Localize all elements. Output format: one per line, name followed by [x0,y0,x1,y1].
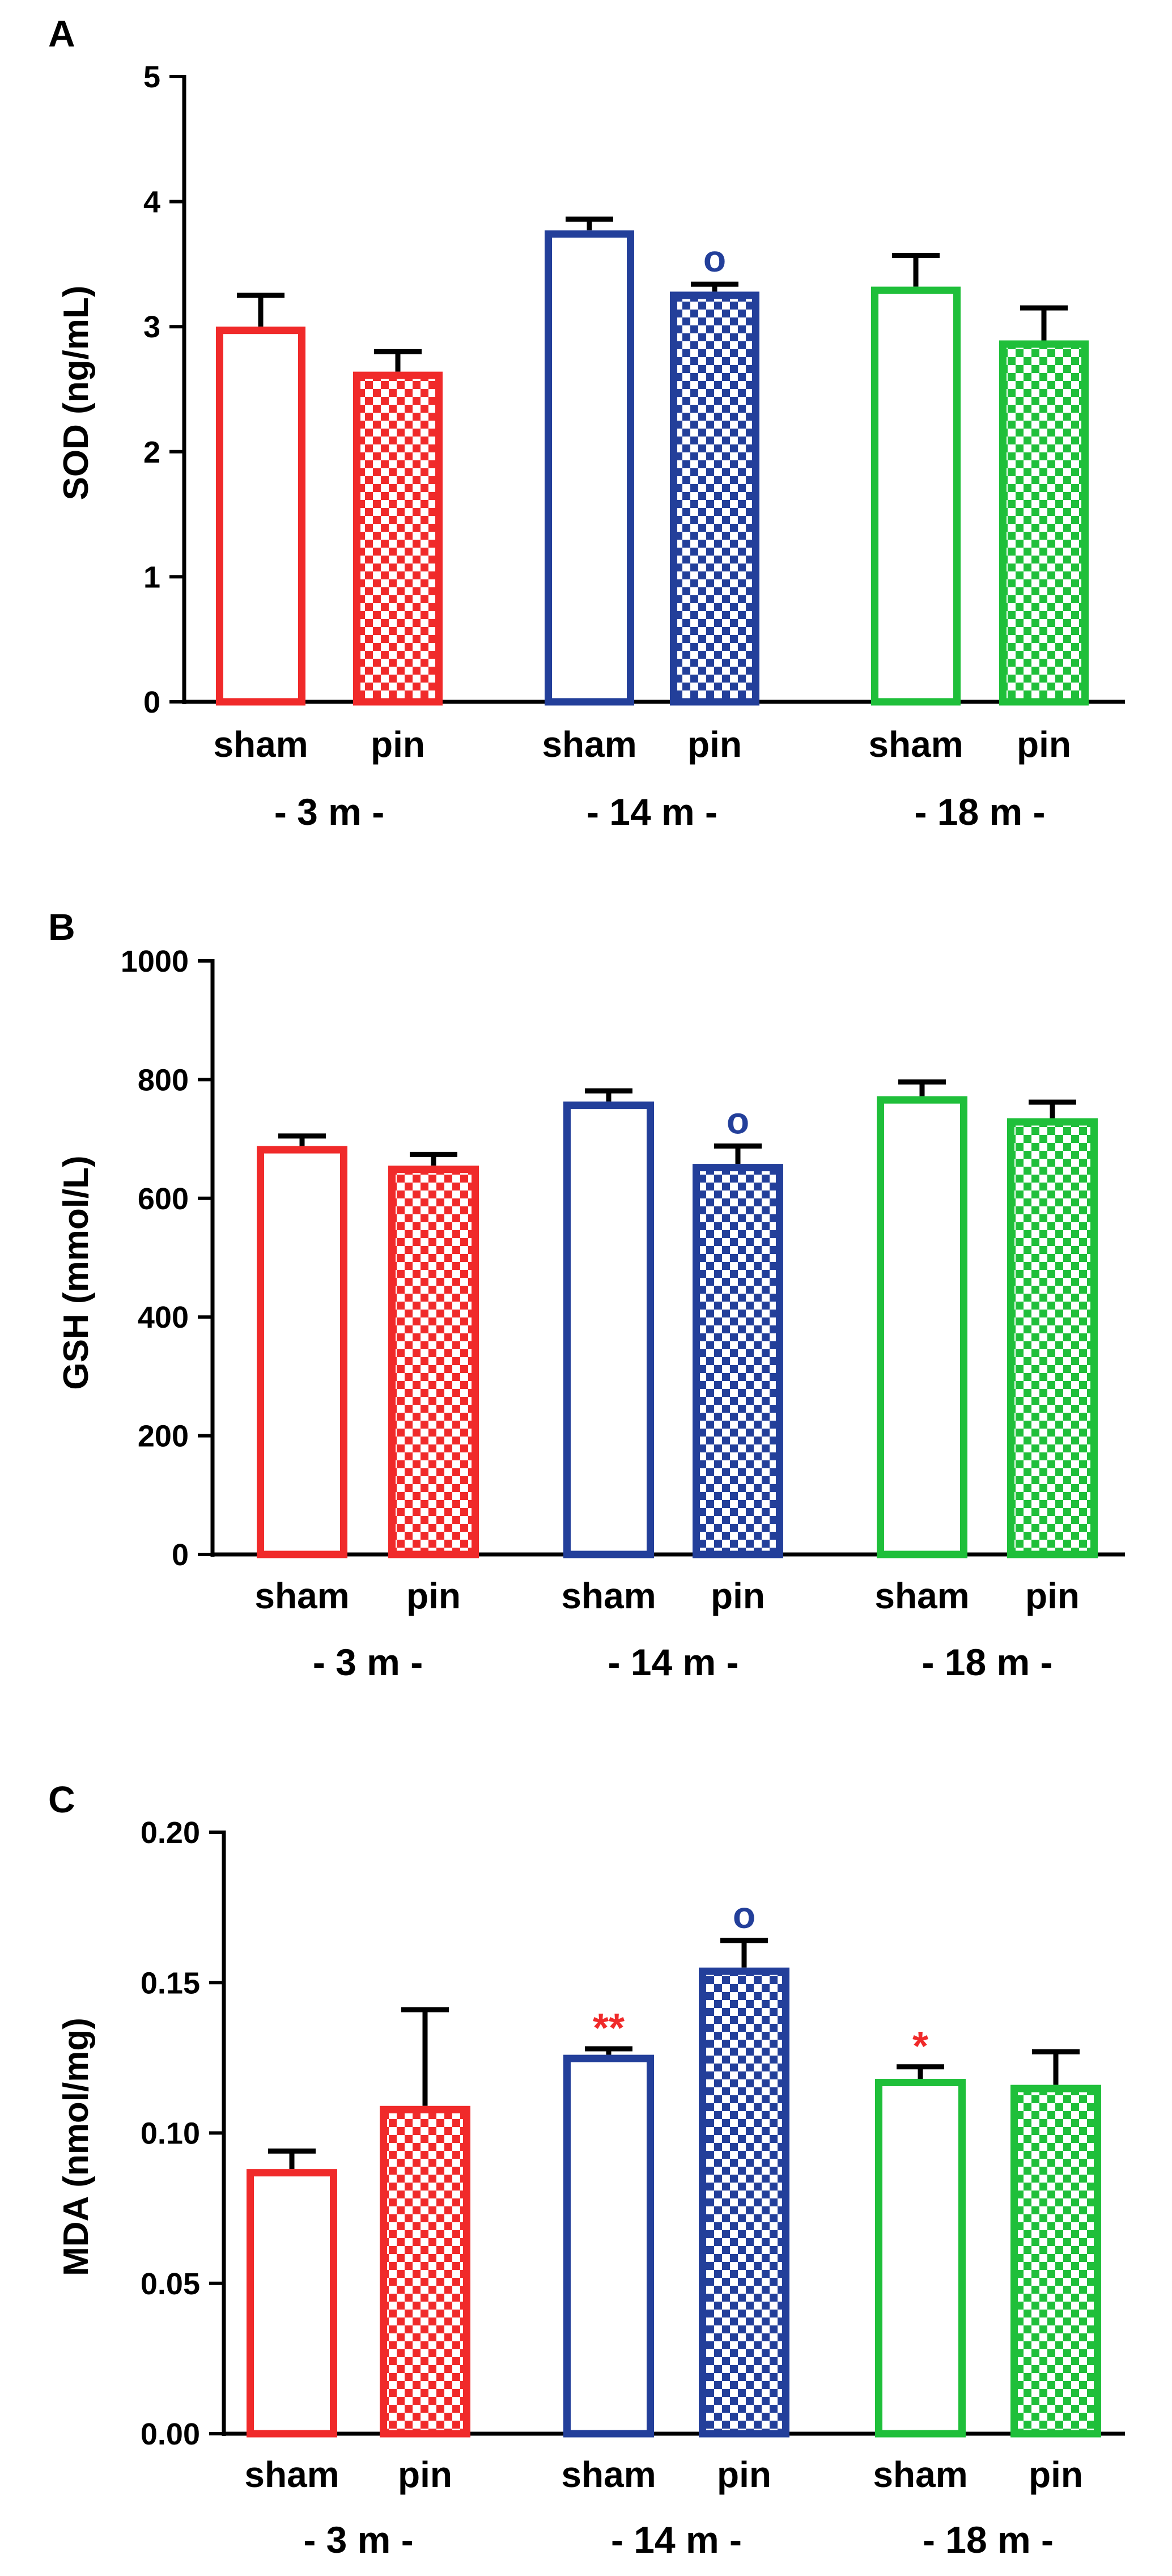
x-category-label: sham [542,724,636,765]
x-category-label: pin [371,724,425,765]
bar-green-sham [877,1096,967,1558]
x-category-label: sham [254,1575,349,1616]
group-label: - 3 m - [274,791,384,833]
x-category-label: sham [561,2454,656,2495]
x-category-label: pin [1025,1575,1080,1616]
x-category-label: sham [561,1575,656,1616]
x-category-label: pin [398,2454,452,2495]
x-category-label: pin [406,1575,461,1616]
x-category-label: sham [213,724,308,765]
y-tick-label: 0.00 [141,2417,200,2451]
group-label: - 3 m - [303,2519,413,2561]
significance-marker-o: o [727,1100,749,1142]
y-tick-label: 600 [138,1182,189,1216]
x-category-label: pin [687,724,742,765]
significance-marker-o: o [733,1894,755,1936]
panel-a-letter: A [48,12,75,54]
y-tick-label: 200 [138,1420,189,1454]
panel-a-ylabel: SOD (ng/mL) [57,286,96,501]
y-tick-label: 800 [138,1063,189,1097]
x-category-label: pin [711,1575,765,1616]
y-tick-label: 0.10 [141,2117,200,2151]
bar-blue-pin [699,1967,789,2438]
bar-red-sham [257,1146,347,1558]
bar-green-pin [1010,2084,1101,2438]
panel-c-letter: C [48,1778,75,1820]
y-tick-label: 400 [138,1300,189,1334]
bar-red-pin [353,371,443,706]
bar-blue-sham [563,2054,654,2438]
x-category-label: pin [1017,724,1071,765]
group-label: - 14 m - [611,2519,742,2561]
x-category-label: pin [717,2454,771,2495]
y-tick-label: 0 [143,685,160,719]
bar-green-pin [1007,1118,1098,1558]
y-tick-label: 3 [143,310,160,344]
bar-red-pin [380,2105,470,2438]
panel-b-letter: B [48,906,75,948]
panel-a: A SOD (ng/mL) 0 1 2 3 4 5 sham pin - 3 m - sham o p… [48,12,1125,833]
bar-green-sham [871,286,961,706]
x-category-label: sham [244,2454,339,2495]
bar-blue-pin [693,1164,783,1558]
x-category-label: pin [1029,2454,1083,2495]
group-label: - 14 m - [608,1641,738,1683]
x-category-label: sham [873,2454,967,2495]
panel-c: C MDA (nmol/mg) 0.00 0.05 0.10 0.15 0.20 sham… [48,1778,1125,2561]
group-label: - 3 m - [313,1641,423,1683]
significance-marker-asterisk: ** [593,2006,625,2051]
x-category-label: sham [874,1575,969,1616]
bar-blue-pin [670,291,759,706]
bar-red-sham [247,2169,337,2438]
bar-green-sham [875,2079,966,2438]
y-tick-label: 1000 [121,944,189,978]
bar-blue-sham [545,230,634,706]
y-tick-label: 5 [143,60,160,94]
group-label: - 18 m - [922,1641,1052,1683]
y-tick-label: 0 [172,1538,189,1572]
group-label: - 14 m - [587,791,717,833]
bar-blue-sham [563,1101,654,1558]
y-tick-label: 0.15 [141,1966,200,2000]
significance-marker-o: o [703,238,726,279]
y-tick-label: 2 [143,435,160,469]
y-tick-label: 4 [143,185,160,219]
y-tick-label: 1 [143,560,160,594]
bar-red-sham [216,327,305,706]
panel-c-ylabel: MDA (nmol/mg) [57,2018,96,2276]
y-tick-label: 0.20 [141,1816,200,1850]
group-label: - 18 m - [923,2519,1054,2561]
group-label: - 18 m - [914,791,1045,833]
y-tick-label: 0.05 [141,2267,200,2301]
significance-marker-asterisk: * [912,2024,928,2069]
bar-red-pin [388,1166,479,1558]
bar-green-pin [999,340,1089,706]
panel-b: B GSH (mmol/L) 0 200 400 600 800 1000 sham pin -… [48,906,1125,1683]
panel-b-ylabel: GSH (mmol/L) [57,1155,96,1389]
x-category-label: sham [868,724,963,765]
